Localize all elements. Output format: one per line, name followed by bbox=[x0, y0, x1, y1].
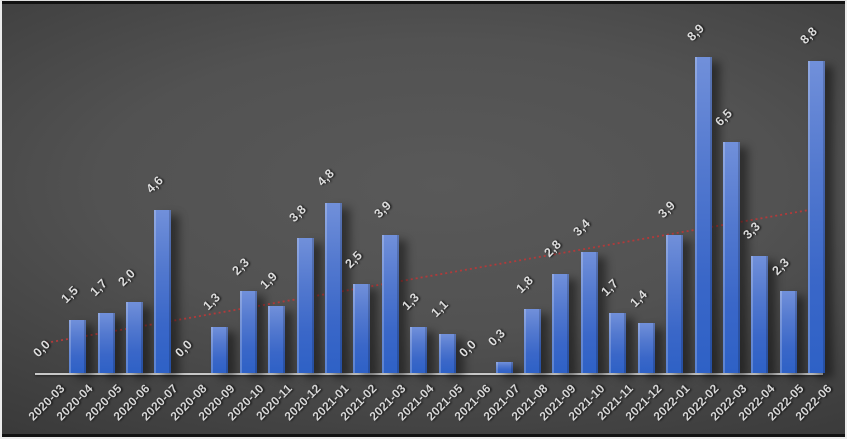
bar-value-label: 1,4 bbox=[627, 287, 650, 310]
bar-value-label: 3,3 bbox=[740, 219, 764, 243]
bar-value-label: 1,7 bbox=[598, 276, 622, 300]
x-axis-line bbox=[35, 373, 823, 375]
bar-value-label: 3,9 bbox=[655, 198, 679, 221]
bar-value-label: 3,8 bbox=[286, 201, 309, 225]
bar-value-label: 1,5 bbox=[58, 283, 82, 307]
bar-value-label: 2,8 bbox=[541, 237, 565, 260]
bar-value-label: 1,3 bbox=[200, 290, 224, 314]
bar-value-label: 1,8 bbox=[513, 272, 537, 296]
bar-value-label: 8,8 bbox=[797, 24, 821, 47]
plot-area: 0,0 2020-03 1,5 2020-04 1,7 2020-05 2,0 2020-06… bbox=[2, 4, 845, 434]
bar bbox=[69, 319, 87, 373]
bar bbox=[211, 326, 229, 373]
bar bbox=[325, 202, 342, 373]
bar bbox=[637, 323, 655, 373]
bar bbox=[239, 291, 257, 373]
bar bbox=[381, 234, 399, 373]
bar bbox=[723, 142, 740, 373]
bar bbox=[694, 57, 712, 373]
bar-value-label: 2,3 bbox=[229, 255, 252, 278]
bar bbox=[779, 291, 797, 373]
bar-value-label: 4,6 bbox=[143, 173, 167, 197]
bar-value-label: 1,3 bbox=[399, 290, 423, 314]
bar-value-label: 2,3 bbox=[769, 255, 792, 278]
bar-value-label: 1,7 bbox=[87, 276, 110, 300]
bar-value-label: 1,9 bbox=[257, 269, 281, 292]
bar bbox=[751, 255, 769, 373]
bar-value-label: 0,0 bbox=[172, 336, 195, 360]
bar-value-label: 6,5 bbox=[712, 105, 736, 129]
bar bbox=[296, 238, 314, 373]
bar-value-label: 3,4 bbox=[570, 216, 593, 239]
bar bbox=[268, 305, 286, 373]
bar bbox=[126, 302, 143, 373]
bar-value-label: 0,0 bbox=[30, 336, 53, 360]
bar bbox=[97, 312, 115, 373]
bar bbox=[410, 326, 428, 373]
bar bbox=[438, 333, 456, 373]
bar bbox=[580, 252, 598, 373]
bar-value-label: 2,0 bbox=[115, 265, 139, 289]
bar bbox=[609, 312, 627, 373]
bar-value-label: 3,9 bbox=[371, 198, 394, 221]
bar bbox=[495, 362, 513, 373]
bar-value-label: 0,0 bbox=[456, 336, 480, 360]
bar-value-label: 1,1 bbox=[428, 297, 451, 321]
bar bbox=[154, 209, 172, 373]
bar-value-label: 0,3 bbox=[485, 326, 508, 349]
bar-value-label: 8,9 bbox=[684, 20, 707, 44]
bar bbox=[666, 234, 684, 373]
bar bbox=[552, 273, 570, 373]
bar-value-label: 2,5 bbox=[342, 247, 366, 271]
bar bbox=[524, 309, 541, 373]
bar bbox=[353, 284, 371, 373]
bar bbox=[808, 60, 826, 373]
bar-value-label: 4,8 bbox=[314, 166, 338, 189]
